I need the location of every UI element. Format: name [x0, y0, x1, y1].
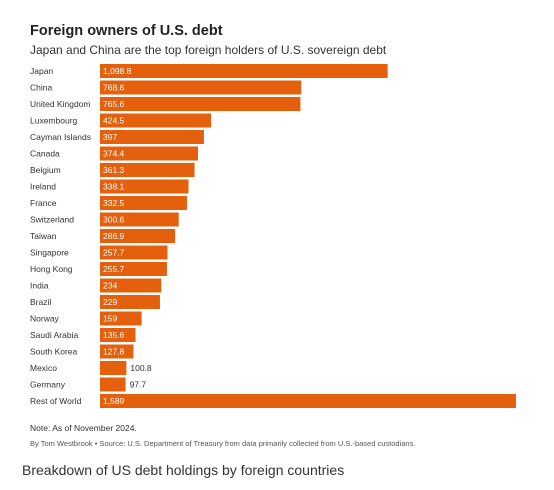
category-label: Cayman Islands [30, 132, 91, 142]
category-label: India [30, 281, 49, 291]
bar [100, 196, 188, 210]
data-label: 374.4 [103, 149, 125, 159]
category-label: Taiwan [30, 231, 57, 241]
data-label: 100.8 [130, 363, 152, 373]
bar [100, 113, 212, 128]
category-label: Singapore [30, 248, 69, 258]
category-label: South Korea [30, 347, 78, 357]
data-label: 159 [103, 314, 117, 324]
bar [100, 344, 134, 359]
bar-row: Ireland 338.1 [30, 179, 189, 194]
bar [100, 179, 189, 194]
chart-title: Foreign owners of U.S. debt [30, 23, 223, 39]
bar-row: Saudi Arabia 135.6 [30, 328, 136, 342]
bar-row: Mexico 100.8 [30, 361, 152, 375]
data-label: 234 [103, 281, 117, 291]
bar-row: Germany 97.7 [30, 377, 147, 392]
category-label: Brazil [30, 297, 51, 307]
bar-row: India 234 [30, 278, 162, 293]
category-label: Switzerland [30, 215, 74, 225]
bar-row: Switzerland 300.6 [30, 212, 179, 227]
bar [100, 229, 176, 243]
bar [100, 361, 127, 375]
category-label: Mexico [30, 363, 57, 373]
bar-row: Belgium 361.3 [30, 163, 195, 177]
data-label: 257.7 [103, 248, 125, 258]
data-label: 361.3 [103, 165, 125, 175]
bar [100, 80, 302, 95]
bar-chart-plot: Japan 1,098.8 China 768.6 United Kingdom 765.… [30, 64, 516, 408]
category-label: Belgium [30, 165, 61, 175]
category-label: Ireland [30, 182, 56, 192]
category-label: Saudi Arabia [30, 330, 78, 340]
bar-row: Canada 374.4 [30, 146, 199, 161]
data-label: 1,098.8 [103, 66, 132, 76]
data-label: 255.7 [103, 264, 125, 274]
category-label: Canada [30, 149, 60, 159]
category-label: Norway [30, 314, 60, 324]
chart-note: Note: As of November 2024. [30, 423, 137, 433]
data-label: 765.6 [103, 99, 125, 109]
bar-row: France 332.5 [30, 196, 188, 210]
data-label: 135.6 [103, 330, 125, 340]
bar-row: Luxembourg 424.5 [30, 113, 212, 128]
bar [100, 377, 126, 392]
bar-row: United Kingdom 765.6 [30, 97, 301, 111]
data-label: 1,589 [103, 396, 125, 406]
bar [100, 262, 167, 276]
bar [100, 394, 516, 408]
bar-row: Cayman Islands 397 [30, 130, 204, 144]
data-label: 97.7 [130, 380, 147, 390]
data-label: 397 [103, 132, 117, 142]
bar [100, 212, 179, 227]
bar [100, 163, 195, 177]
bar-row: Norway 159 [30, 311, 142, 326]
bar [100, 130, 204, 144]
data-label: 424.5 [103, 116, 125, 126]
bar [100, 146, 199, 161]
data-label: 332.5 [103, 198, 125, 208]
chart-credit: By Tom Westbrook • Source: U.S. Departme… [30, 439, 416, 448]
bar [100, 278, 162, 293]
bar-row: South Korea 127.8 [30, 344, 134, 359]
category-label: Germany [30, 380, 66, 390]
bar [100, 97, 301, 111]
category-label: Rest of World [30, 396, 82, 406]
bar-row: Brazil 229 [30, 295, 160, 309]
data-label: 768.6 [103, 83, 125, 93]
category-label: Luxembourg [30, 116, 78, 126]
data-label: 338.1 [103, 182, 125, 192]
bar-row: Taiwan 286.9 [30, 229, 176, 243]
bar [100, 245, 168, 260]
data-label: 286.9 [103, 231, 125, 241]
image-caption: Breakdown of US debt holdings by foreign… [22, 462, 345, 478]
data-label: 229 [103, 297, 117, 307]
bar-row: Japan 1,098.8 [30, 64, 388, 78]
bar [100, 328, 136, 342]
data-label: 127.8 [103, 347, 125, 357]
bar [100, 64, 388, 78]
data-label: 300.6 [103, 215, 125, 225]
chart-subtitle: Japan and China are the top foreign hold… [30, 43, 387, 57]
category-label: France [30, 198, 57, 208]
bar-row: Singapore 257.7 [30, 245, 168, 260]
bar-row: China 768.6 [30, 80, 302, 95]
bar [100, 295, 160, 309]
bar-row: Hong Kong 255.7 [30, 262, 167, 276]
bar-row: Rest of World 1,589 [30, 394, 516, 408]
category-label: China [30, 83, 52, 93]
bar [100, 311, 142, 326]
category-label: Japan [30, 66, 53, 76]
category-label: United Kingdom [30, 99, 90, 109]
category-label: Hong Kong [30, 264, 73, 274]
